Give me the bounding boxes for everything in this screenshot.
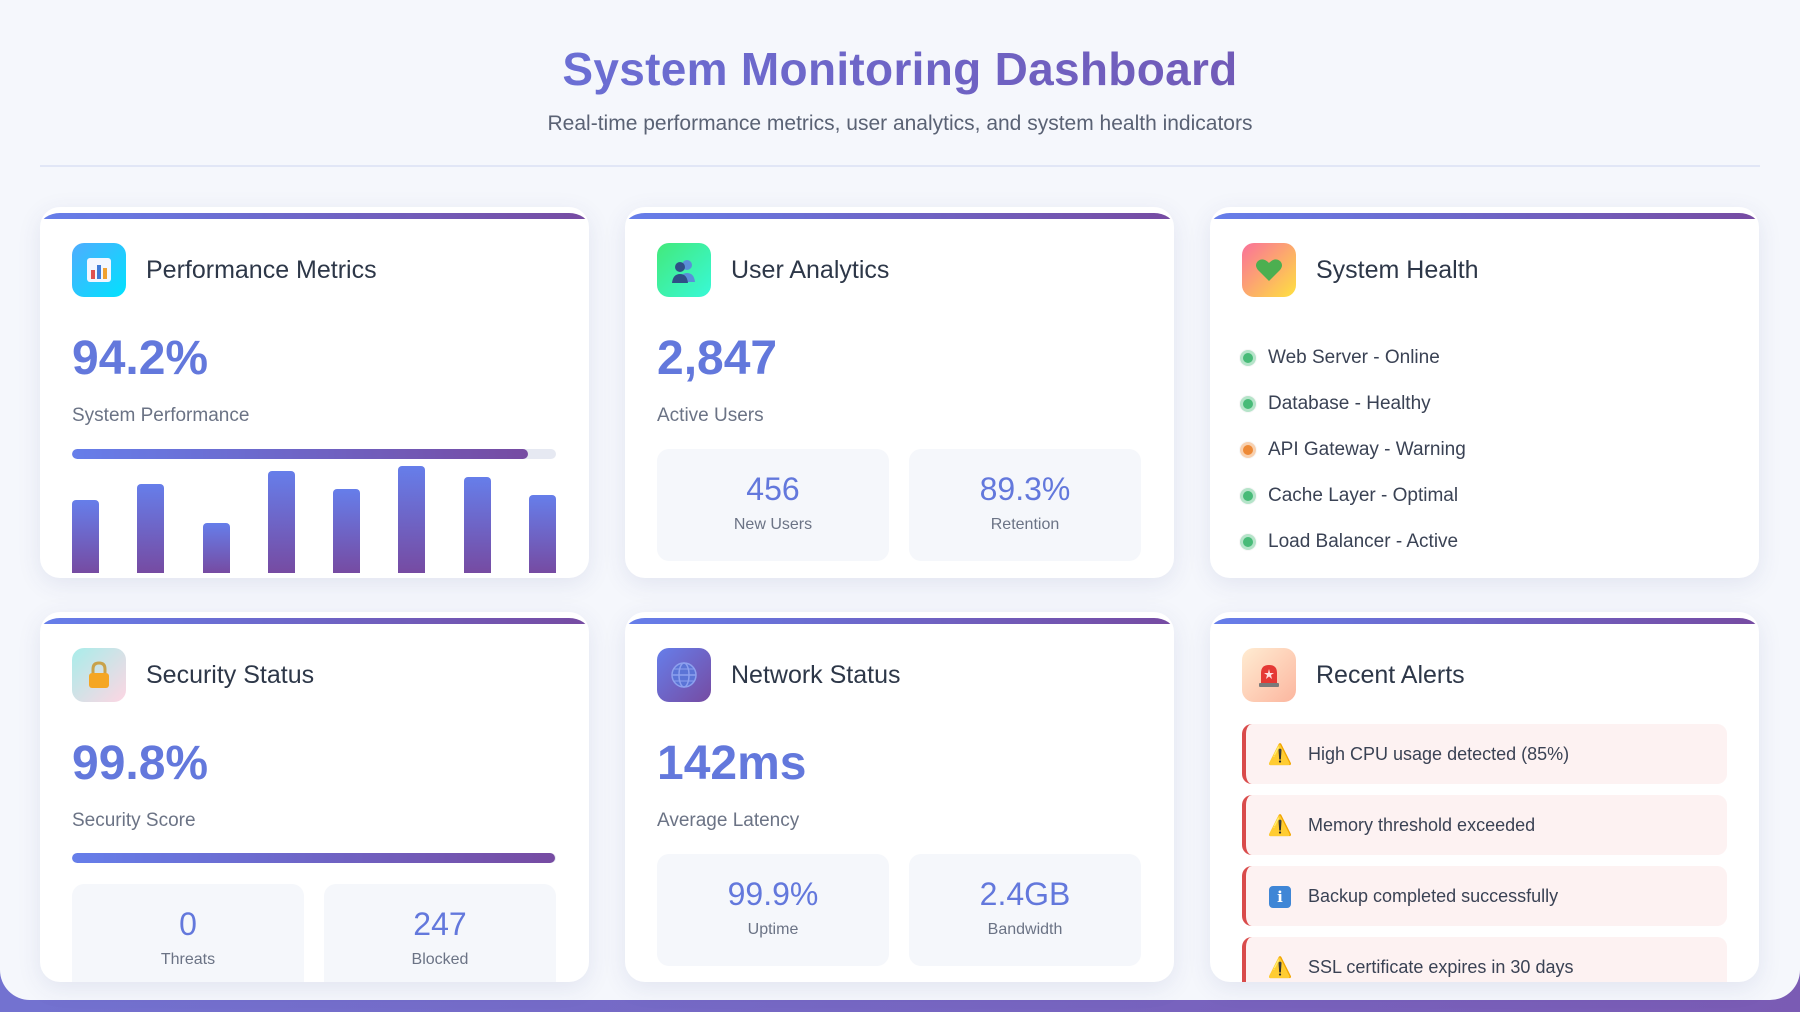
warning-icon: ⚠️ xyxy=(1267,743,1293,766)
alert-item[interactable]: i Backup completed successfully xyxy=(1242,866,1727,926)
performance-bar xyxy=(72,500,99,573)
stat-value: 2.4GB xyxy=(979,876,1071,912)
performance-bar xyxy=(137,484,165,573)
performance-bar xyxy=(202,523,230,573)
performance-bar xyxy=(529,495,556,573)
card-title: User Analytics xyxy=(731,255,890,284)
performance-label: System Performance xyxy=(72,405,250,426)
latency-value: 142ms xyxy=(657,737,807,790)
card-header: System Health xyxy=(1242,243,1479,297)
system-health-card: System Health Web Server - Online Databa… xyxy=(1210,207,1759,578)
status-label: Database - Healthy xyxy=(1268,393,1431,414)
performance-progress-bar xyxy=(72,449,556,459)
page-header: System Monitoring Dashboard Real-time pe… xyxy=(40,0,1760,167)
status-label: Web Server - Online xyxy=(1268,347,1440,368)
users-icon xyxy=(657,243,711,297)
security-card: Security Status 99.8% Security Score 0 T… xyxy=(40,612,589,982)
progress-fill xyxy=(72,853,556,863)
warning-icon: ⚠️ xyxy=(1267,956,1293,979)
active-users-value: 2,847 xyxy=(657,332,778,385)
warning-icon: ⚠️ xyxy=(1267,814,1293,837)
card-header: Recent Alerts xyxy=(1242,648,1465,702)
list-item: Cache Layer - Optimal xyxy=(1240,473,1466,519)
alert-text: High CPU usage detected (85%) xyxy=(1308,743,1570,764)
alert-text: SSL certificate expires in 30 days xyxy=(1308,956,1574,977)
stat-value: 456 xyxy=(746,471,800,507)
card-header: User Analytics xyxy=(657,243,889,297)
list-item: Load Balancer - Active xyxy=(1240,519,1466,565)
stat-label: Threats xyxy=(160,951,216,968)
alert-text: Memory threshold exceeded xyxy=(1308,814,1536,835)
stat-label: Bandwidth xyxy=(987,921,1063,938)
card-title: Network Status xyxy=(731,660,901,689)
card-header: Security Status xyxy=(72,648,314,702)
performance-bar xyxy=(398,466,426,573)
status-dot-icon xyxy=(1240,534,1256,550)
performance-bar xyxy=(333,489,361,573)
list-item: API Gateway - Warning xyxy=(1240,427,1466,473)
lock-icon xyxy=(72,648,126,702)
recent-alerts-card: Recent Alerts ⚠️ High CPU usage detected… xyxy=(1210,612,1759,982)
user-analytics-card: User Analytics 2,847 Active Users 456 Ne… xyxy=(625,207,1174,578)
card-title: Recent Alerts xyxy=(1316,660,1465,689)
list-item: Database - Healthy xyxy=(1240,381,1466,427)
status-dot-icon xyxy=(1240,488,1256,504)
card-title: Performance Metrics xyxy=(146,255,377,284)
heart-icon xyxy=(1242,243,1296,297)
security-score-value: 99.8% xyxy=(72,737,209,790)
stat-value: 99.9% xyxy=(727,876,819,912)
page-title: System Monitoring Dashboard xyxy=(40,0,1760,96)
active-users-label: Active Users xyxy=(657,405,764,426)
status-label: Cache Layer - Optimal xyxy=(1268,485,1459,506)
stat-value: 89.3% xyxy=(979,471,1071,507)
latency-label: Average Latency xyxy=(657,810,800,831)
globe-icon xyxy=(657,648,711,702)
stat-label: Blocked xyxy=(411,951,469,968)
performance-value: 94.2% xyxy=(72,332,209,385)
alert-text: Backup completed successfully xyxy=(1308,885,1559,906)
card-title: System Health xyxy=(1316,255,1479,284)
uptime-stat: 99.9% Uptime xyxy=(657,854,889,966)
network-card: Network Status 142ms Average Latency 99.… xyxy=(625,612,1174,982)
stat-label: Uptime xyxy=(747,921,799,938)
performance-bar xyxy=(463,477,491,573)
status-dot-icon xyxy=(1240,442,1256,458)
status-dot-icon xyxy=(1240,396,1256,412)
performance-bar xyxy=(267,471,295,573)
status-dot-icon xyxy=(1240,350,1256,366)
threats-stat: 0 Threats xyxy=(72,884,304,982)
stat-value: 247 xyxy=(413,906,467,942)
retention-stat: 89.3% Retention xyxy=(909,449,1141,561)
health-status-list: Web Server - Online Database - Healthy A… xyxy=(1240,335,1466,565)
info-icon: i xyxy=(1266,885,1294,908)
card-title: Security Status xyxy=(146,660,315,689)
card-header: Network Status xyxy=(657,648,901,702)
page-subtitle: Real-time performance metrics, user anal… xyxy=(547,112,1253,135)
siren-icon xyxy=(1242,648,1296,702)
blocked-stat: 247 Blocked xyxy=(324,884,556,982)
alert-item[interactable]: ⚠️ High CPU usage detected (85%) xyxy=(1242,724,1727,784)
status-label: Load Balancer - Active xyxy=(1268,531,1459,552)
stat-value: 0 xyxy=(179,906,197,942)
new-users-stat: 456 New Users xyxy=(657,449,889,561)
list-item: Web Server - Online xyxy=(1240,335,1466,381)
performance-card: Performance Metrics 94.2% System Perform… xyxy=(40,207,589,578)
bandwidth-stat: 2.4GB Bandwidth xyxy=(909,854,1141,966)
progress-fill xyxy=(72,449,528,459)
alert-item[interactable]: ⚠️ Memory threshold exceeded xyxy=(1242,795,1727,855)
security-progress-bar xyxy=(72,853,556,863)
alert-item[interactable]: ⚠️ SSL certificate expires in 30 days xyxy=(1242,937,1727,982)
stat-label: Retention xyxy=(990,516,1060,533)
bar-chart-icon xyxy=(72,243,126,297)
performance-bar-chart xyxy=(72,463,556,573)
status-label: API Gateway - Warning xyxy=(1268,439,1466,460)
stat-label: New Users xyxy=(733,516,813,533)
security-score-label: Security Score xyxy=(72,810,196,831)
card-header: Performance Metrics xyxy=(72,243,377,297)
